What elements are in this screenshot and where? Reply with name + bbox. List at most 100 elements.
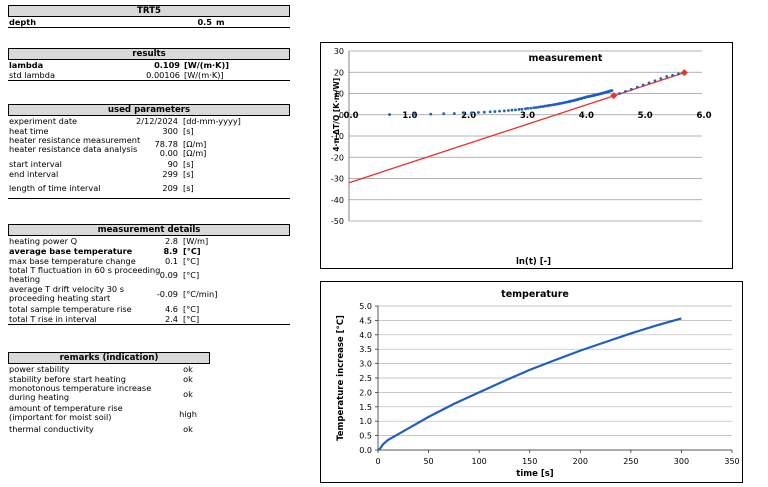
parameter-value: 78.78 (154, 139, 178, 149)
depth-unit: m (216, 17, 225, 27)
y-tick-label: 2.5 (359, 374, 372, 383)
y-tick-label: 1.0 (359, 417, 372, 426)
data-point (517, 108, 521, 111)
parameter-row: heat time 300 [s] (8, 126, 290, 136)
parameter-value: 300 (162, 126, 178, 136)
data-point (534, 106, 538, 109)
parameter-unit: [s] (183, 169, 194, 179)
y-tick-label: 0.0 (359, 446, 372, 455)
data-point (677, 72, 680, 76)
y-tick-label: 30 (334, 47, 344, 56)
data-point (529, 106, 533, 110)
parameter-unit: [s] (183, 126, 194, 136)
x-tick-label: 5.0 (638, 111, 653, 121)
y-tick-label: 3.5 (359, 345, 372, 354)
x-tick-label: 1.0 (402, 111, 417, 121)
measurement-chart: 30 20 10 0 -10 -20 -30 -40 -50 0.0 1.0 2.0 3.0 4.0 5.0… (331, 47, 712, 267)
detail-row: total sample temperature rise 4.6 [°C] (8, 304, 290, 314)
data-point (429, 112, 433, 116)
remark-value: ok (183, 424, 193, 434)
x-tick-label: 6.0 (696, 111, 711, 121)
data-point (452, 112, 456, 115)
depth-label: depth (9, 17, 37, 27)
y-tick-label: 2.0 (359, 388, 372, 397)
parameter-label: heat time (9, 126, 49, 136)
parameter-unit: [s] (183, 159, 194, 169)
detail-label: average base temperature (9, 246, 133, 256)
temperature-chart-frame: 5.0 4.5 4.0 3.5 3.0 2.5 2.0 1.5 1.0 0.5 0.0 0 50 100 1… (320, 281, 743, 483)
y-tick-label: 4.0 (359, 331, 372, 340)
y-tick-label: 1.5 (359, 403, 372, 412)
parameter-unit: [s] (183, 183, 194, 193)
detail-label: average T drift velocity 30 s proceeding… (9, 284, 125, 303)
remarks-title: remarks (indication) (8, 352, 210, 364)
remark-row: amount of temperature rise (important fo… (8, 404, 290, 424)
detail-label: total T fluctuation in 60 s proceeding h… (9, 265, 161, 284)
remark-row: monotonous temperature increase during h… (8, 384, 290, 404)
x-tick-label: 100 (472, 457, 487, 466)
detail-label: total T rise in interval (9, 314, 97, 324)
remark-label: stability before start heating (9, 374, 126, 384)
parameter-unit: [dd-mm-yyyy] (183, 116, 241, 126)
parameter-row: length of time interval 209 [s] (8, 179, 290, 199)
data-point (493, 110, 497, 113)
data-point (635, 85, 639, 89)
remark-label: thermal conductivity (9, 424, 94, 434)
interval-marker (610, 92, 618, 100)
y-tick-label: 5.0 (359, 302, 372, 311)
remark-row: power stability ok (8, 364, 290, 374)
results-block: results lambda 0.109 [W/(m·K)] std lambd… (8, 48, 290, 81)
parameter-value: 0.00 (159, 148, 178, 158)
used-parameters-block: used parameters experiment date 2/12/202… (8, 104, 290, 199)
remark-value: ok (183, 374, 193, 384)
results-label: lambda (9, 60, 44, 70)
y-tick-label: 0.5 (359, 432, 372, 441)
detail-value: 0.1 (164, 256, 178, 266)
x-axis-label: time [s] (516, 469, 554, 479)
data-point (671, 74, 674, 77)
remark-row: stability before start heating ok (8, 374, 290, 384)
results-row: lambda 0.109 [W/(m·K)] (8, 60, 290, 70)
data-point (543, 104, 547, 108)
results-row: std lambda 0.00106 [W/(m·K)] (8, 70, 290, 81)
trt-title: TRT5 (8, 5, 290, 17)
parameter-value: 299 (162, 169, 178, 179)
measurement-details-title: measurement details (8, 224, 290, 236)
data-point (630, 87, 633, 91)
x-tick-label: 150 (522, 457, 537, 466)
detail-value: 2.8 (164, 236, 178, 246)
detail-row: average T drift velocity 30 s proceeding… (8, 285, 290, 304)
data-point (618, 92, 622, 95)
chart-title: measurement (529, 53, 603, 64)
y-tick-label: 10 (334, 90, 344, 99)
data-point (610, 89, 614, 92)
detail-value: -0.09 (156, 289, 178, 299)
detail-value: 8.9 (163, 246, 178, 256)
x-tick-label: 0 (375, 457, 380, 466)
detail-unit: [°C] (183, 304, 200, 314)
parameter-label: start interval (9, 159, 62, 169)
parameter-row: experiment date 2/12/2024 [dd-mm-yyyy] (8, 116, 290, 126)
data-point (520, 107, 524, 111)
detail-row: heating power Q 2.8 [W/m] (8, 236, 290, 246)
data-point (653, 79, 657, 83)
data-point (498, 109, 502, 113)
y-axis-label: 4·π·ΔT/Q [K·m/W] (332, 78, 341, 152)
data-point (510, 108, 514, 112)
parameter-row: heater resistance data analysis 0.00 [Ω/… (8, 145, 290, 159)
data-point (488, 110, 492, 114)
parameter-row: start interval 90 [s] (8, 159, 290, 169)
depth-value: 0.5 (197, 17, 212, 27)
data-point (469, 111, 473, 115)
parameter-value: 2/12/2024 (136, 116, 178, 126)
remark-value: high (179, 409, 197, 419)
data-point (477, 111, 480, 114)
detail-row: max base temperature change 0.1 [°C] (8, 256, 290, 266)
x-tick-label: 3.0 (520, 111, 535, 121)
parameter-label: heater resistance data analysis (9, 144, 138, 154)
fit-line (348, 72, 685, 184)
data-point (539, 105, 543, 109)
parameter-label: experiment date (9, 116, 78, 126)
data-point (482, 110, 486, 114)
x-tick-label: 200 (573, 457, 588, 466)
